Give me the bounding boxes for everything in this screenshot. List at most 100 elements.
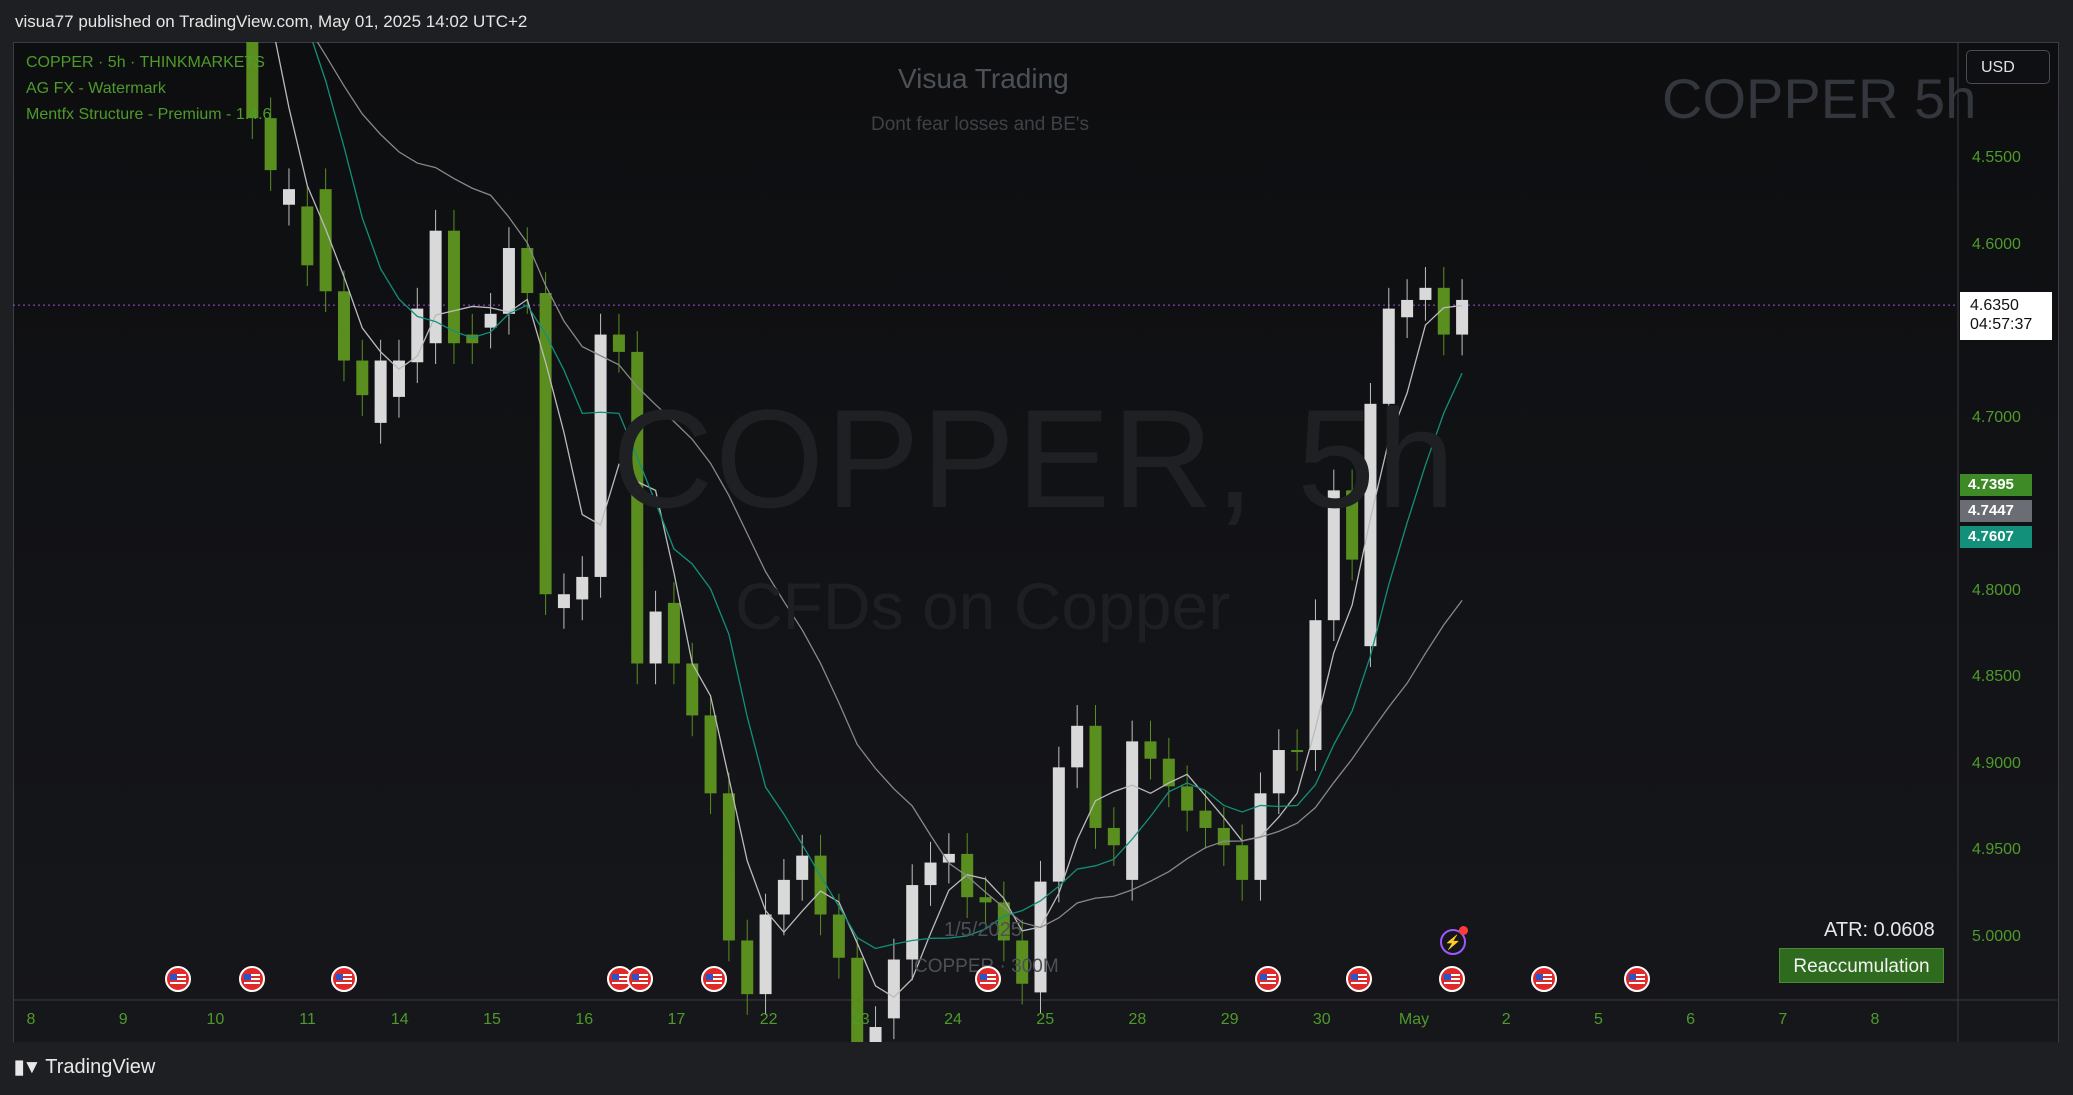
candle-body	[997, 902, 1010, 941]
price-tick-label: 4.9500	[1972, 841, 2021, 859]
time-tick-label: 10	[206, 1011, 225, 1028]
candle-body	[356, 360, 369, 396]
candle-body	[869, 1027, 882, 1042]
candle-body	[1181, 786, 1194, 811]
candle-body	[1199, 810, 1212, 828]
us-flag-icon[interactable]	[701, 966, 727, 992]
footer-bar	[0, 1042, 2073, 1095]
candle-body	[337, 291, 350, 361]
tradingview-logo-icon: ▮▼	[14, 1057, 41, 1078]
flag-stripes	[244, 974, 260, 984]
time-tick-label: 17	[667, 1011, 686, 1028]
us-flag-icon[interactable]	[1346, 966, 1372, 992]
time-tick-label: 30	[1312, 1011, 1331, 1028]
us-flag-icon[interactable]	[1624, 966, 1650, 992]
us-flag-icon[interactable]	[239, 966, 265, 992]
candle-body	[1089, 725, 1102, 828]
candle-body	[924, 862, 937, 886]
candle-body	[1291, 750, 1304, 753]
flag-stripes	[336, 974, 352, 984]
price-tag-ema-teal: 4.7607	[1960, 526, 2032, 548]
candle-body	[1382, 308, 1395, 404]
candle-body	[741, 940, 754, 995]
flag-stripes	[1444, 974, 1460, 984]
tradingview-logo[interactable]: ▮▼ TradingView	[14, 1056, 155, 1079]
current-price-label: 4.6350 04:57:37	[1960, 292, 2052, 340]
candle-body	[1419, 287, 1432, 300]
candle-body	[557, 594, 570, 609]
price-tick-label: 4.6000	[1972, 235, 2021, 253]
notification-dot	[1459, 926, 1468, 935]
candle-body	[319, 189, 332, 292]
candle-body	[1034, 881, 1047, 993]
current-price-value: 4.6350	[1970, 297, 2019, 314]
flag-stripes	[612, 974, 628, 984]
candle-body	[979, 897, 992, 903]
candle-body	[484, 313, 497, 328]
legend-indicator-structure[interactable]: Mentfx Structure - Premium - 1.4.6	[26, 106, 272, 123]
flag-stripes	[1260, 974, 1276, 984]
time-tick-label: 8	[26, 1011, 36, 1028]
candle-body	[539, 293, 552, 595]
watermark-center-description: CFDs on Copper	[735, 569, 1231, 643]
chart-panel[interactable]	[13, 42, 2059, 1044]
time-tick-label: May	[1398, 1011, 1430, 1028]
us-flag-icon[interactable]	[1439, 966, 1465, 992]
candle-body	[722, 793, 735, 941]
time-tick-label: 24	[944, 1011, 962, 1028]
price-tag-label: 4.7395	[1968, 476, 2014, 493]
us-flag-icon[interactable]	[1531, 966, 1557, 992]
publish-bar: visua77 published on TradingView.com, Ma…	[0, 0, 2073, 42]
flag-stripes	[1536, 974, 1552, 984]
time-tick-label: 15	[483, 1011, 501, 1028]
watermark-date: 1/5/2025	[944, 919, 1022, 941]
flag-stripes	[1351, 974, 1367, 984]
us-flag-icon[interactable]	[627, 966, 653, 992]
price-tick-label: 4.5500	[1972, 149, 2021, 166]
us-flag-icon[interactable]	[331, 966, 357, 992]
us-flag-icon[interactable]	[165, 966, 191, 992]
price-tag-label: 4.7607	[1968, 528, 2014, 545]
candle-body	[282, 189, 295, 205]
time-tick-label: 25	[1036, 1011, 1055, 1028]
candle-body	[1364, 403, 1377, 647]
time-tick-label: 14	[390, 1011, 409, 1028]
legend-symbol[interactable]: COPPER · 5h · THINKMARKETS	[26, 54, 265, 71]
price-tick-label: 4.8000	[1972, 581, 2021, 599]
candle-body	[1126, 741, 1139, 880]
ema-line-teal	[312, 42, 1463, 950]
currency-button[interactable]: USD	[1966, 50, 2050, 84]
candle-body	[796, 855, 809, 880]
candle-body	[649, 611, 662, 664]
price-tag-ema-gray: 4.7447	[1960, 500, 2032, 522]
candle-body	[832, 914, 845, 958]
time-tick-label: 5	[1593, 1011, 1603, 1028]
candle-body	[264, 118, 277, 171]
price-tick-label: 4.8500	[1972, 668, 2021, 686]
candle-body	[502, 248, 515, 314]
candlestick-chart[interactable]	[13, 42, 2057, 1042]
candle-body	[631, 351, 644, 664]
candle-body	[1327, 490, 1340, 621]
watermark-title: Visua Trading	[898, 63, 1069, 94]
candle-body	[612, 334, 625, 352]
candle-body	[1236, 845, 1249, 880]
candle-body	[1071, 725, 1084, 768]
watermark-symbol-top-right: COPPER 5h	[1662, 67, 1977, 130]
atr-readout: ATR: 0.0608	[1824, 919, 1935, 941]
candle-body	[1162, 758, 1175, 787]
us-flag-icon[interactable]	[975, 966, 1001, 992]
time-tick-label: 29	[1220, 1011, 1239, 1028]
candle-body	[686, 663, 699, 716]
candle-body	[906, 885, 919, 960]
candle-body	[466, 334, 479, 344]
candle-body	[851, 957, 864, 1042]
candle-body	[594, 334, 607, 577]
candle-body	[777, 879, 790, 915]
lightning-icon[interactable]: ⚡	[1440, 929, 1466, 955]
candle-body	[246, 42, 259, 119]
candle-body	[301, 206, 314, 266]
legend-indicator-watermark[interactable]: AG FX - Watermark	[26, 80, 166, 97]
us-flag-icon[interactable]	[1255, 966, 1281, 992]
publish-info: visua77 published on TradingView.com, Ma…	[15, 12, 528, 31]
